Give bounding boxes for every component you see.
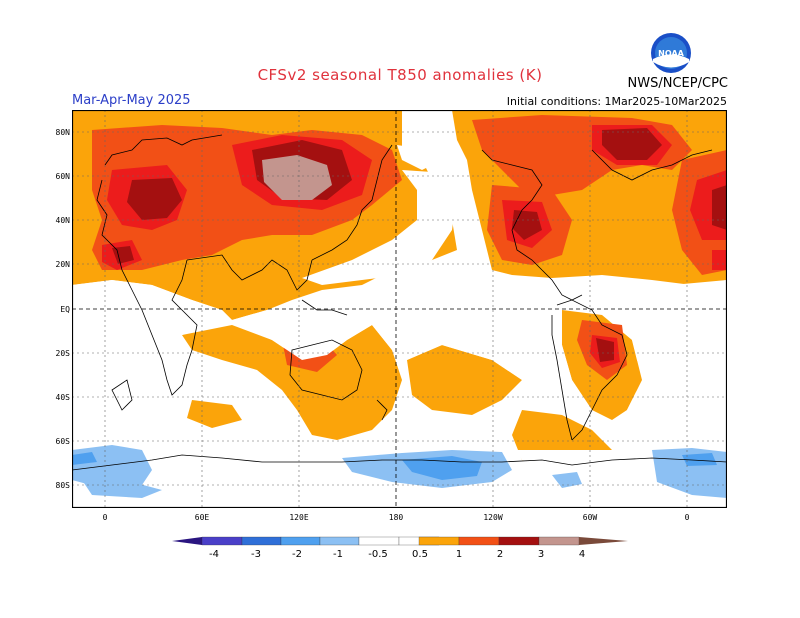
chart-title: CFSv2 seasonal T850 anomalies (K) bbox=[257, 66, 543, 84]
colorbar-label-1: 1 bbox=[455, 549, 463, 560]
anomaly-near-zero bbox=[72, 145, 727, 472]
lat-label-80n: 80N bbox=[55, 128, 70, 137]
colorbar-label-4: 4 bbox=[578, 549, 586, 560]
lat-label-40s: 40S bbox=[55, 393, 70, 402]
colorbar-label-neg4: -4 bbox=[209, 549, 219, 560]
lon-label-0: 0 bbox=[102, 513, 108, 522]
colorbar bbox=[172, 533, 628, 549]
lat-label-80s: 80S bbox=[55, 481, 70, 490]
noaa-logo: NOAA bbox=[650, 32, 692, 74]
anomaly-neg-0.5-1 bbox=[72, 445, 727, 498]
colorbar-label-05: 0.5 bbox=[412, 549, 428, 560]
lon-label-120w: 120W bbox=[483, 513, 503, 522]
lat-label-40n: 40N bbox=[55, 216, 70, 225]
lat-label-20s: 20S bbox=[55, 349, 70, 358]
colorbar-label-3: 3 bbox=[537, 549, 545, 560]
colorbar-label-neg05: -0.5 bbox=[368, 549, 388, 560]
coastlines bbox=[72, 134, 727, 471]
season-label: Mar-Apr-May 2025 bbox=[72, 93, 191, 108]
lon-label-60e: 60E bbox=[194, 513, 210, 522]
lat-label-60s: 60S bbox=[55, 437, 70, 446]
initial-conditions-label: Initial conditions: 1Mar2025-10Mar2025 bbox=[506, 95, 727, 108]
lat-label-eq: EQ bbox=[60, 305, 70, 314]
lat-label-60n: 60N bbox=[55, 172, 70, 181]
colorbar-label-2: 2 bbox=[496, 549, 504, 560]
lon-label-60w: 60W bbox=[582, 513, 598, 522]
lon-label-180: 180 bbox=[388, 513, 404, 522]
colorbar-label-neg1: -1 bbox=[333, 549, 343, 560]
colorbar-label-neg2: -2 bbox=[292, 549, 302, 560]
anomaly-map bbox=[71, 109, 728, 509]
logo-text: NOAA bbox=[658, 49, 684, 58]
lon-label-120e: 120E bbox=[289, 513, 309, 522]
lat-label-20n: 20N bbox=[55, 260, 70, 269]
colorbar-label-neg3: -3 bbox=[251, 549, 261, 560]
anomaly-4-5 bbox=[262, 155, 332, 200]
grid-lines bbox=[72, 110, 727, 508]
lon-label-0-right: 0 bbox=[684, 513, 690, 522]
colorbar-arrow-right bbox=[579, 537, 628, 545]
agency-label: NWS/NCEP/CPC bbox=[627, 76, 728, 91]
map-frame bbox=[71, 109, 728, 509]
colorbar-arrow-left bbox=[172, 537, 202, 545]
reference-lines bbox=[72, 110, 727, 508]
